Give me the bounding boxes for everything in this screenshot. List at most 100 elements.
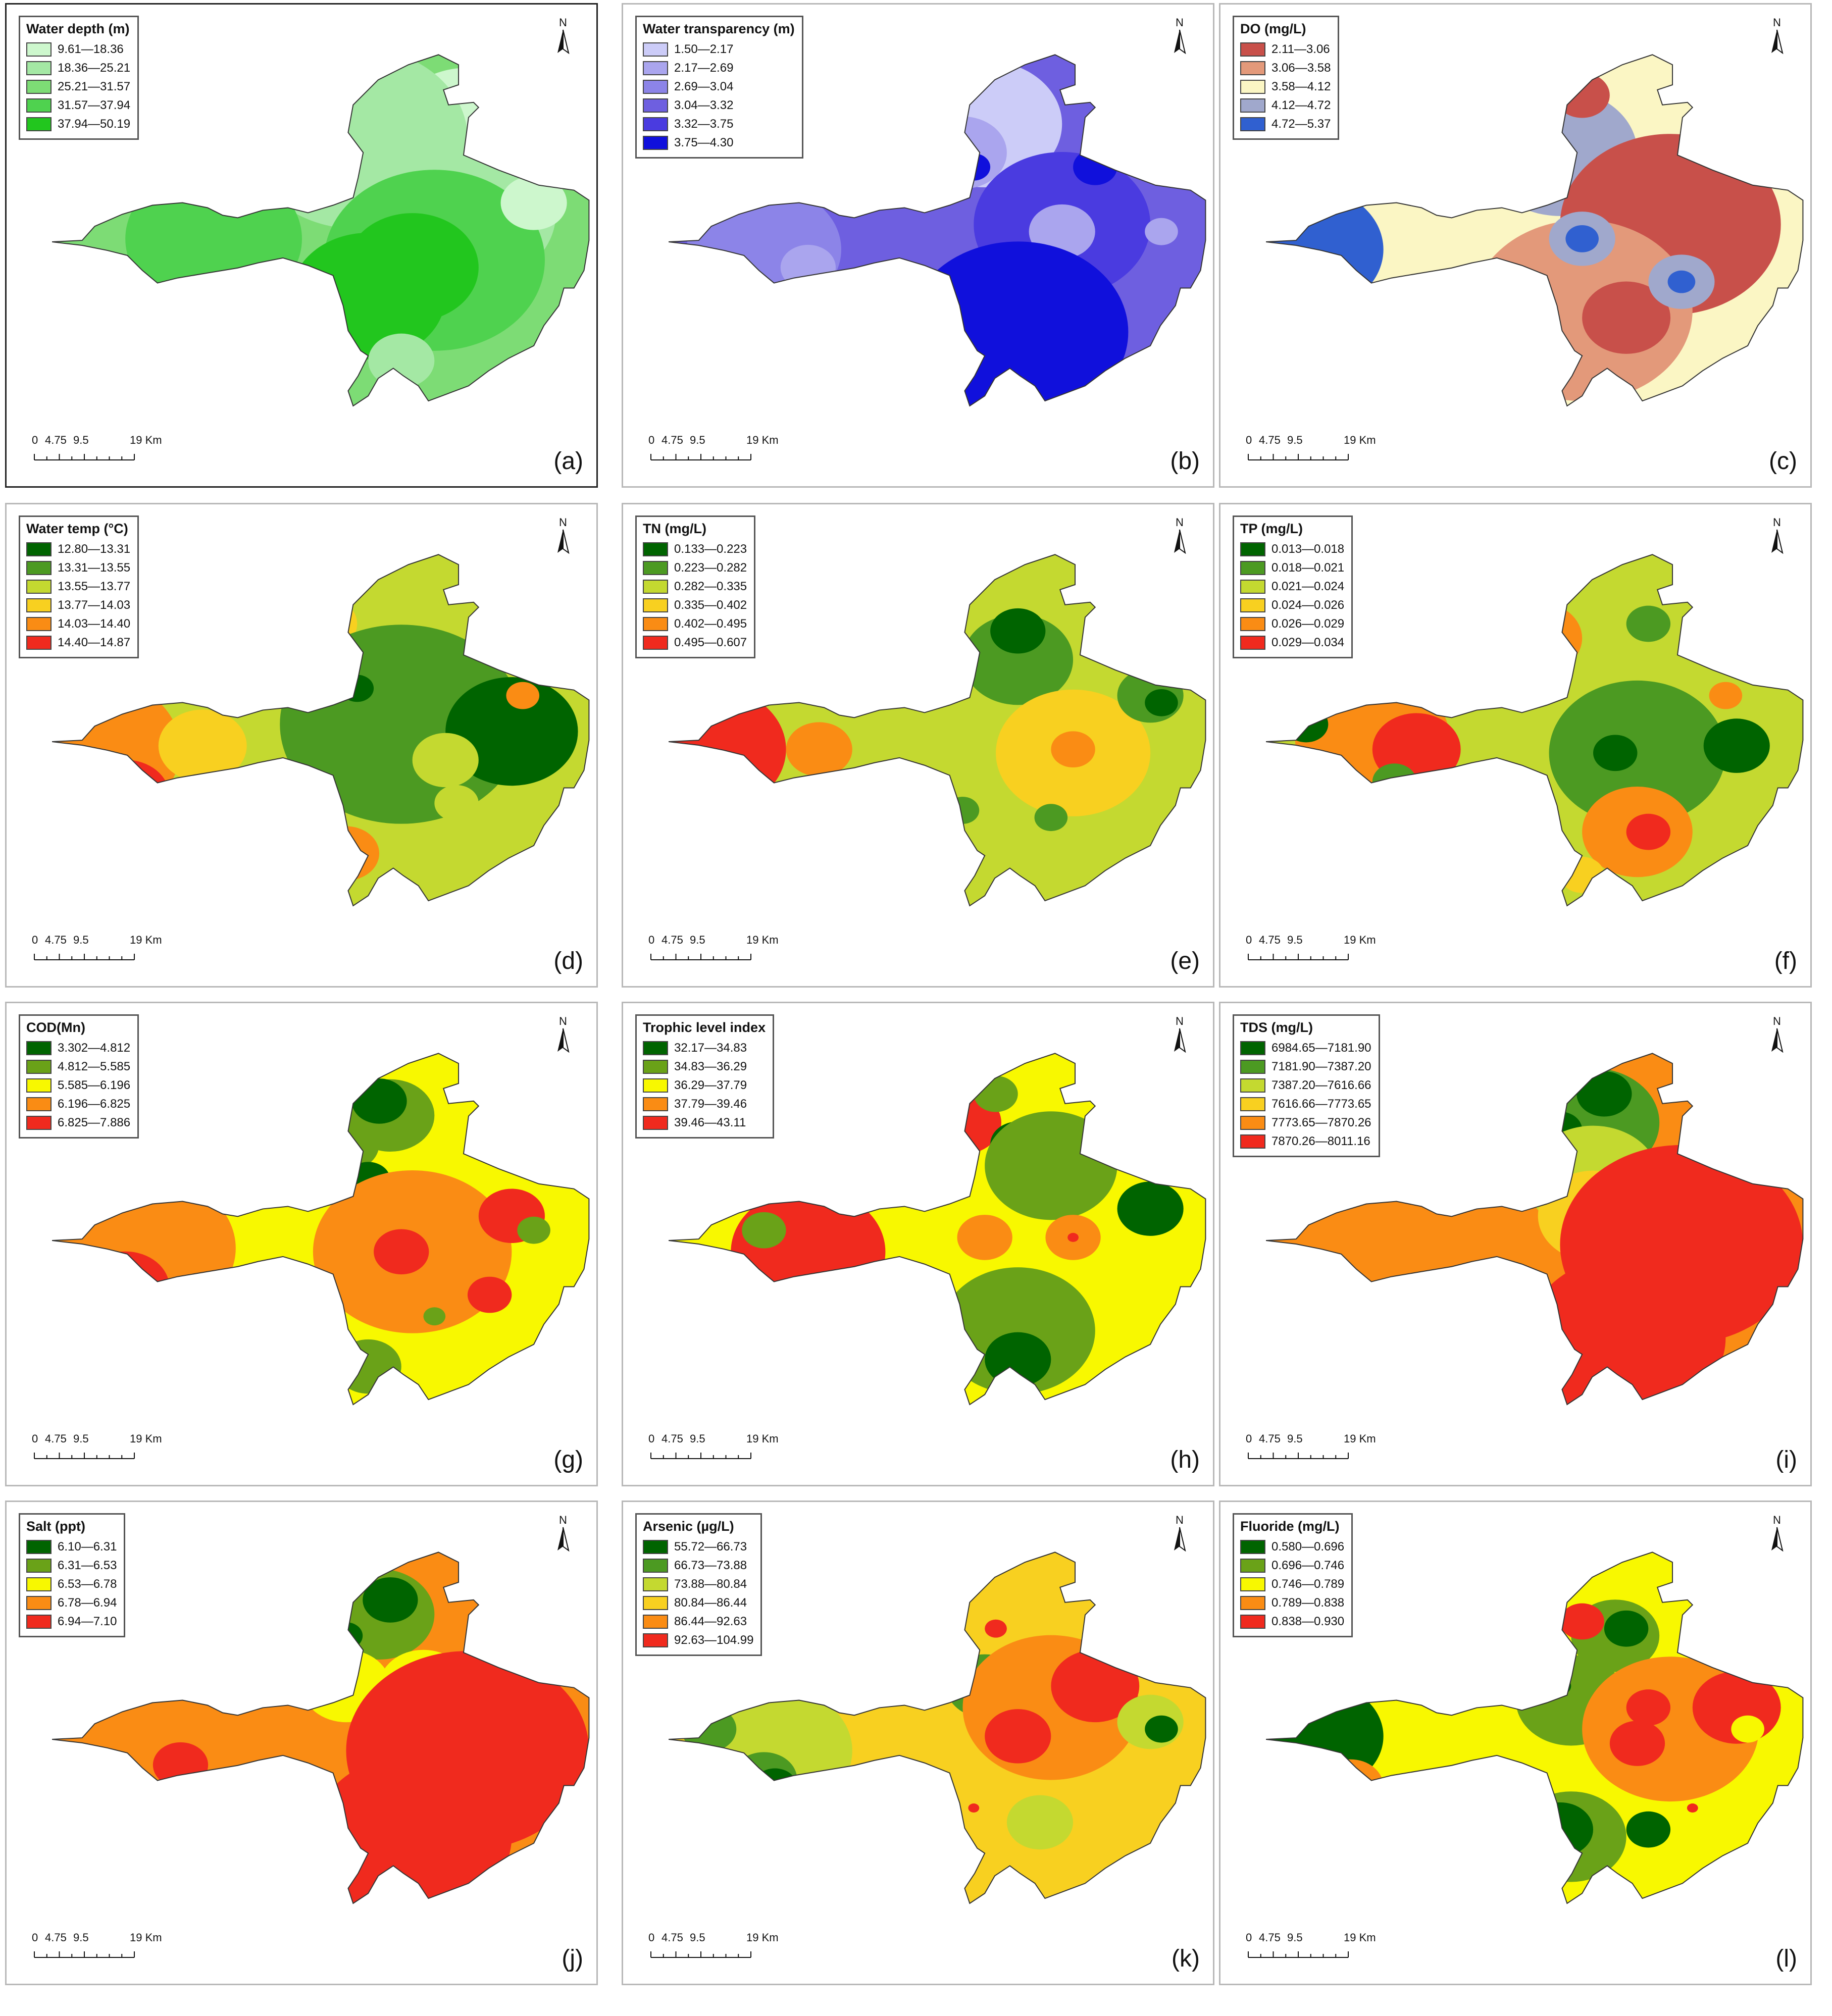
contour-zone	[968, 1803, 980, 1813]
legend-item: 3.302—4.812	[26, 1039, 130, 1057]
north-label: N	[1773, 1514, 1781, 1526]
lake-outline	[1265, 54, 1804, 407]
scale-bar: 0 4.75 9.5 19 Km	[32, 1432, 162, 1463]
legend-swatch	[643, 1115, 668, 1130]
legend-item: 3.04—3.32	[643, 96, 795, 115]
legend-label: 86.44—92.63	[674, 1614, 747, 1628]
legend-item: 6.53—6.78	[26, 1575, 117, 1593]
legend-swatch	[26, 1078, 52, 1093]
north-label: N	[1773, 16, 1781, 29]
legend-swatch	[643, 98, 668, 113]
contour-zone	[1145, 1715, 1178, 1743]
legend-swatch	[1240, 61, 1265, 75]
contour-zone	[1505, 127, 1549, 164]
legend-label: 4.12—4.72	[1271, 98, 1331, 112]
north-arrow-icon: N	[1768, 1015, 1786, 1053]
lake-outline	[52, 1053, 590, 1406]
contour-zone	[368, 333, 435, 388]
legend-label: 0.335—0.402	[674, 598, 747, 612]
legend-item: 2.11—3.06	[1240, 40, 1331, 59]
scale-label: 0	[32, 1432, 38, 1445]
contour-zone	[158, 709, 247, 782]
contour-zone	[500, 176, 567, 230]
legend-item: 37.94—50.19	[26, 115, 130, 133]
legend-label: 37.94—50.19	[58, 117, 131, 131]
lake-outline	[668, 554, 1206, 907]
legend-label: 0.024—0.026	[1271, 598, 1345, 612]
legend-swatch	[1240, 1078, 1265, 1093]
legend-item: 32.17—34.83	[643, 1039, 766, 1057]
scale-label: 19 Km	[1344, 1931, 1376, 1944]
north-arrow-icon: N	[1171, 516, 1189, 554]
panel-label: (h)	[1170, 1446, 1200, 1473]
scale-label: 4.75	[661, 1931, 683, 1944]
legend-item: 6.10—6.31	[26, 1537, 117, 1556]
north-arrow-icon: N	[554, 516, 572, 554]
contour-zone	[990, 608, 1046, 654]
legend-item: 4.12—4.72	[1240, 96, 1331, 115]
contour-zone	[1626, 605, 1671, 642]
map-panel: Fluoride (mg/L) 0.580—0.696 0.696—0.746 0.7…	[1219, 1501, 1812, 1985]
legend-swatch	[643, 1078, 668, 1093]
contour-zone	[1266, 186, 1384, 313]
legend-label: 7870.26—8011.16	[1271, 1134, 1370, 1148]
map-panel: TDS (mg/L) 6984.65—7181.90 7181.90—7387.20…	[1219, 1002, 1812, 1486]
legend: Trophic level index 32.17—34.83 34.83—36.2…	[635, 1014, 775, 1139]
legend-swatch	[26, 1115, 52, 1130]
legend-swatch	[643, 79, 668, 94]
legend-item: 0.282—0.335	[643, 577, 747, 596]
scale-bar: 0 4.75 9.5 19 Km	[1246, 1432, 1376, 1463]
legend-item: 6.196—6.825	[26, 1095, 130, 1113]
legend-swatch	[26, 98, 52, 113]
north-label: N	[559, 1514, 567, 1526]
panel-label: (c)	[1769, 448, 1797, 475]
legend-item: 0.021—0.024	[1240, 577, 1344, 596]
legend-title: TP (mg/L)	[1240, 521, 1303, 536]
contour-zone	[1626, 1689, 1671, 1726]
legend: Water transparency (m) 1.50—2.17 2.17—2.69…	[635, 16, 803, 159]
contour-zone	[1667, 270, 1696, 293]
legend-item: 36.29—37.79	[643, 1076, 766, 1095]
legend-item: 7773.65—7870.26	[1240, 1113, 1371, 1132]
contour-zone	[412, 733, 479, 788]
contour-zone	[1526, 1802, 1594, 1857]
legend-label: 32.17—34.83	[674, 1041, 747, 1055]
scale-label: 19 Km	[130, 1432, 162, 1445]
scale-label: 0	[648, 1432, 655, 1445]
legend-item: 3.58—4.12	[1240, 77, 1331, 96]
contour-zone	[1372, 763, 1417, 800]
legend-item: 12.80—13.31	[26, 540, 130, 558]
legend-label: 12.80—13.31	[58, 542, 131, 556]
contour-zone	[902, 601, 957, 647]
scale-label: 0	[1246, 1432, 1252, 1445]
map-panel: COD(Mn) 3.302—4.812 4.812—5.585 5.585—6.196…	[5, 1002, 598, 1486]
panel-label: (i)	[1775, 1446, 1797, 1473]
legend-swatch	[643, 635, 668, 650]
legend-label: 13.77—14.03	[58, 598, 131, 612]
contour-zone	[1626, 813, 1671, 850]
lake-map	[1265, 54, 1804, 407]
legend-label: 0.495—0.607	[674, 635, 747, 649]
legend-item: 73.88—80.84	[643, 1575, 753, 1593]
legend-item: 13.55—13.77	[26, 577, 130, 596]
legend-swatch	[26, 542, 52, 556]
legend-item: 1.50—2.17	[643, 40, 795, 59]
north-label: N	[559, 1015, 567, 1027]
legend-item: 0.335—0.402	[643, 596, 747, 614]
legend-swatch	[1240, 1134, 1265, 1149]
legend-item: 13.31—13.55	[26, 558, 130, 577]
legend: COD(Mn) 3.302—4.812 4.812—5.585 5.585—6.196…	[19, 1014, 139, 1139]
legend-label: 6.825—7.886	[58, 1115, 131, 1129]
panel-label: (f)	[1774, 948, 1797, 974]
legend-swatch	[26, 635, 52, 650]
legend-label: 0.018—0.021	[1271, 560, 1345, 575]
legend-swatch	[26, 616, 52, 631]
north-label: N	[559, 16, 567, 29]
legend-label: 31.57—37.94	[58, 98, 131, 112]
legend-item: 86.44—92.63	[643, 1612, 753, 1631]
north-label: N	[1176, 1514, 1184, 1526]
legend-label: 13.31—13.55	[58, 560, 131, 575]
legend-swatch	[26, 598, 52, 612]
contour-zone	[1598, 182, 1632, 210]
contour-zone	[1560, 1603, 1604, 1640]
